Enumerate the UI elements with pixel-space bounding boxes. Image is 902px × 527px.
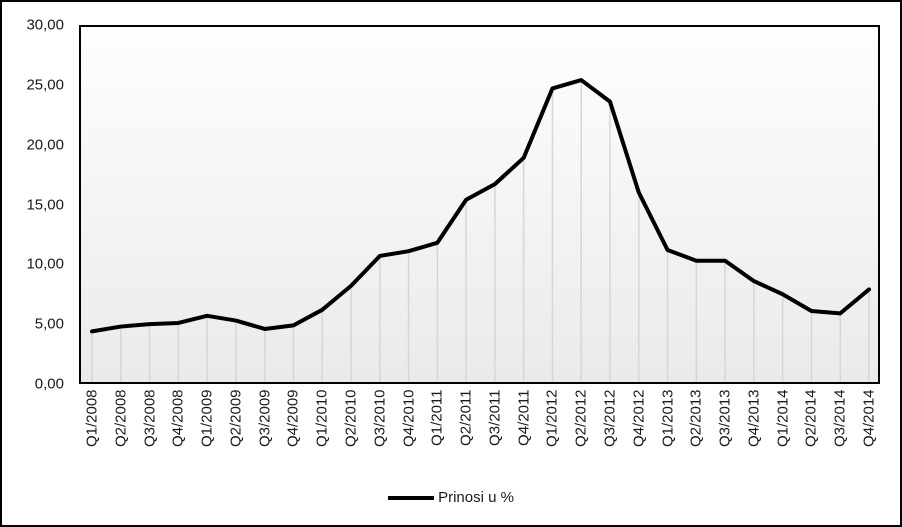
x-axis-tick-label: Q2/2013 (687, 389, 705, 448)
x-axis-tick-label: Q4/2008 (169, 389, 187, 448)
x-axis-tick-label: Q4/2010 (400, 389, 418, 448)
drop-lines (91, 80, 870, 384)
x-axis-tick-label: Q2/2014 (802, 389, 820, 448)
x-axis-tick-label: Q3/2013 (716, 389, 734, 448)
x-axis-tick-label: Q3/2011 (486, 389, 504, 446)
x-axis-tick-label: Q1/2008 (83, 389, 101, 448)
y-axis-tick-label: 30,00 (26, 16, 64, 34)
plot-background (79, 25, 880, 384)
x-axis-tick-label: Q2/2008 (112, 389, 130, 448)
x-axis-tick-label: Q1/2010 (313, 389, 331, 448)
plot-border (79, 25, 880, 384)
legend: Prinosi u % (2, 489, 900, 506)
x-axis-tick-label: Q4/2011 (515, 389, 533, 446)
x-axis-tick-label: Q3/2008 (141, 389, 159, 448)
x-axis-tick-label: Q1/2009 (198, 389, 216, 448)
x-axis-tick-label: Q2/2012 (572, 389, 590, 448)
x-axis-tick-label: Q2/2011 (457, 389, 475, 446)
prinosi-line-series (90, 78, 871, 334)
x-axis-tick-label: Q3/2014 (831, 389, 849, 448)
x-axis-tick-label: Q2/2009 (227, 389, 245, 448)
x-axis-tick-label: Q4/2012 (630, 389, 648, 448)
legend-line-icon (388, 495, 435, 500)
x-axis-tick-label: Q1/2014 (774, 389, 792, 448)
y-axis-tick-label: 25,00 (26, 76, 64, 94)
y-axis-tick-label: 15,00 (26, 196, 64, 213)
x-axis-tick-label: Q1/2013 (659, 389, 677, 448)
plot-area (79, 25, 880, 384)
x-axis-tick-label: Q4/2014 (860, 389, 878, 448)
y-axis-tick-label: 5,00 (34, 315, 64, 333)
x-axis-tick-label: Q1/2012 (543, 389, 561, 448)
x-axis-tick-label: Q4/2009 (284, 389, 302, 448)
x-axis-tick-label: Q1/2011 (428, 389, 446, 446)
x-axis-tick-label: Q3/2012 (601, 389, 619, 448)
x-axis-tick-label: Q2/2010 (342, 389, 360, 448)
y-axis-tick-label: 0,00 (34, 375, 64, 393)
x-axis-tick-label: Q3/2009 (256, 389, 274, 448)
x-axis-tick-label: Q4/2013 (745, 389, 763, 448)
y-axis-tick-label: 20,00 (26, 136, 64, 154)
y-axis-tick-label: 10,00 (26, 255, 64, 273)
legend-label: Prinosi u % (438, 489, 514, 506)
x-axis-tick-label: Q3/2010 (371, 389, 389, 448)
